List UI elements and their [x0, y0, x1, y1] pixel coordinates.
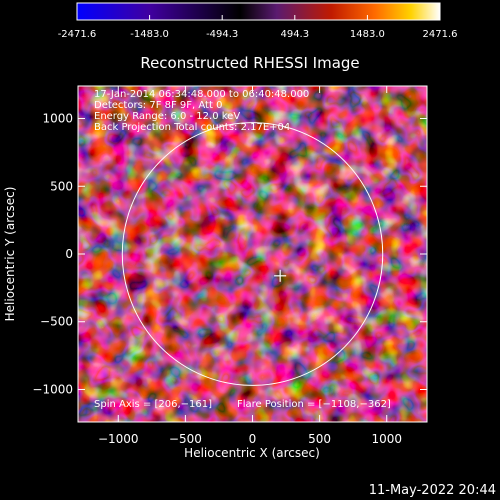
heatmap-image — [78, 86, 427, 422]
colorbar-tick-label: 494.3 — [280, 29, 309, 40]
colorbar-tick-label: 2471.6 — [423, 29, 458, 40]
x-tick-label: 0 — [249, 432, 257, 446]
annotation-energy: Energy Range: 6.0 - 12.0 keV — [94, 111, 240, 122]
y-tick-label: 500 — [50, 179, 73, 193]
x-axis-ticks: −1000 −500 0 500 1000 — [98, 86, 402, 446]
solar-disk-group — [121, 122, 384, 386]
y-tick-label: −1000 — [32, 382, 73, 396]
colorbar — [76, 2, 441, 21]
colorbar-tick-label: -2471.6 — [58, 29, 97, 40]
colorbar-tick-label: -1483.0 — [130, 29, 169, 40]
y-axis-ticks: −1000 −500 0 500 1000 — [32, 112, 427, 396]
annotation-time: 17-Jan-2014 06:34:48.000 to 06:40:48.000 — [94, 89, 309, 100]
timestamp: 11-May-2022 20:44 — [369, 483, 496, 498]
y-axis-label: Heliocentric Y (arcsec) — [3, 187, 17, 322]
colorbar-tick-label: 1483.0 — [350, 29, 385, 40]
x-tick-label: 1000 — [371, 432, 402, 446]
x-axis-label: Heliocentric X (arcsec) — [184, 446, 320, 460]
annotation-method: Back Projection Total counts: 2.17E+04 — [94, 122, 290, 133]
x-tick-label: −500 — [169, 432, 202, 446]
colorbar-tick-label: -494.3 — [206, 29, 238, 40]
solar-limb-circle — [121, 122, 384, 386]
spin-axis-label: Spin Axis = [206,−161] — [94, 399, 212, 410]
y-tick-label: 0 — [65, 247, 73, 261]
annotation-detectors: Detectors: 7F 8F 9F, Att 0 — [94, 100, 222, 111]
x-tick-label: −1000 — [98, 432, 139, 446]
colorbar-labels: -2471.6 -1483.0 -494.3 494.3 1483.0 2471.6 — [58, 29, 458, 40]
flare-position-label: Flare Position = [−1108,−362] — [237, 399, 391, 410]
chart-title: Reconstructed RHESSI Image — [140, 54, 359, 72]
colorbar-ticks — [76, 15, 441, 20]
x-tick-label: 500 — [308, 432, 331, 446]
y-tick-label: 1000 — [42, 112, 73, 126]
y-tick-label: −500 — [40, 315, 73, 329]
